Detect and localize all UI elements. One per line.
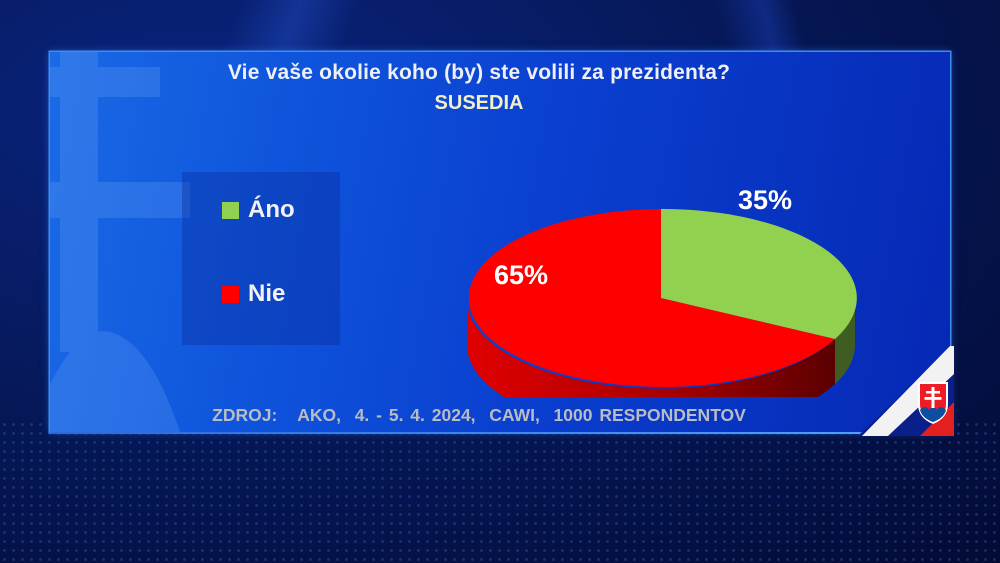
pie-slice-ano (661, 208, 857, 339)
pie-label-ano: 35% (738, 185, 793, 215)
chart-panel: Vie vaše okolie koho (by) ste volili za … (50, 52, 950, 432)
pie-side-ano (835, 298, 856, 384)
panel-bottom-highlight (50, 432, 860, 434)
chart-title: Vie vaše okolie koho (by) ste volili za … (227, 61, 731, 84)
slovak-coat-of-arms-icon (918, 382, 948, 424)
background-dot-pattern (0, 420, 1000, 563)
slovak-flag-corner-icon (858, 344, 954, 436)
legend-label: Nie (248, 280, 286, 307)
background-light-beam (219, 0, 361, 60)
pie-side-nie (466, 298, 835, 397)
pie-label-nie: 65% (494, 260, 549, 290)
legend-swatch-green (222, 201, 239, 219)
chart-legend: Áno Nie (182, 172, 340, 345)
legend-item-ano: Áno (222, 196, 295, 224)
legend-label: Áno (248, 196, 295, 223)
pie-slice-nie (468, 209, 835, 387)
background-light-beam (713, 0, 807, 52)
legend-swatch-red (222, 285, 239, 303)
chart-subtitle: SUSEDIA (434, 92, 524, 114)
double-cross-watermark-icon (50, 52, 190, 432)
legend-item-nie: Nie (222, 280, 285, 308)
pie-chart-3d (466, 208, 857, 397)
source-note: ZDROJ: AKO, 4. - 5. 4. 2024, CAWI, 1000 … (212, 405, 746, 425)
